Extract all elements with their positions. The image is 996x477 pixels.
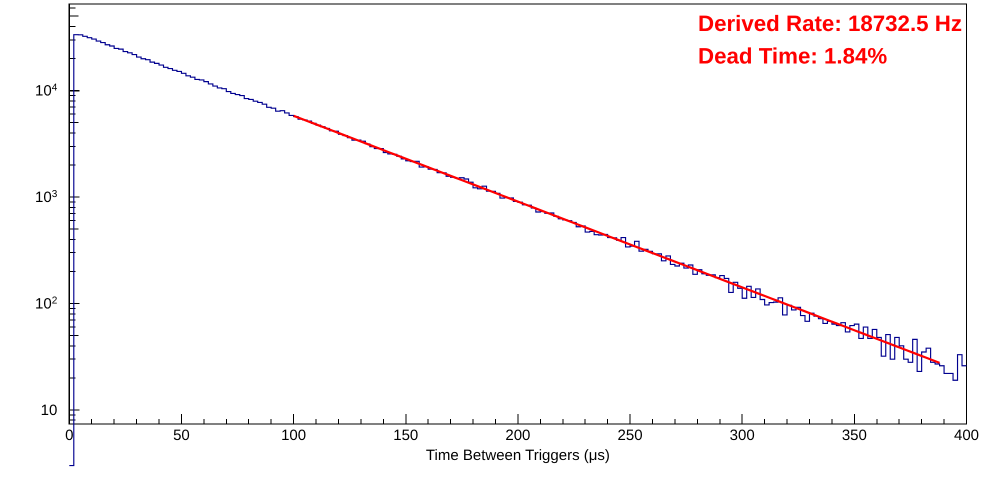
svg-text:Time Between Triggers (μs): Time Between Triggers (μs) xyxy=(426,447,610,464)
svg-text:10: 10 xyxy=(41,402,58,419)
svg-text:250: 250 xyxy=(618,427,643,444)
svg-text:400: 400 xyxy=(954,427,979,444)
svg-text:300: 300 xyxy=(730,427,755,444)
svg-text:150: 150 xyxy=(393,427,418,444)
svg-text:350: 350 xyxy=(842,427,867,444)
svg-text:50: 50 xyxy=(173,427,190,444)
svg-text:100: 100 xyxy=(281,427,306,444)
svg-text:0: 0 xyxy=(65,427,73,444)
svg-text:200: 200 xyxy=(505,427,530,444)
svg-text:Dead Time: 1.84%: Dead Time: 1.84% xyxy=(698,44,887,69)
svg-text:Derived Rate: 18732.5 Hz: Derived Rate: 18732.5 Hz xyxy=(698,11,962,36)
